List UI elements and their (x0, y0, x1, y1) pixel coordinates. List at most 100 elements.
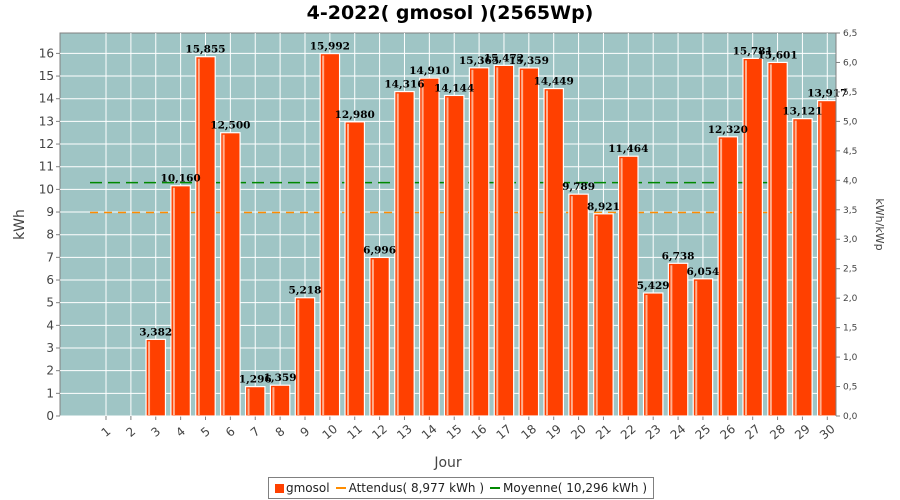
x-tick-label: 11 (344, 422, 365, 443)
bar (244, 386, 266, 417)
bar-value-label: 5,429 (637, 280, 670, 292)
bar (543, 87, 565, 417)
x-tick-label: 21 (593, 422, 614, 443)
y2-tick-label: 5,5 (843, 88, 857, 98)
bar-highlight (148, 341, 151, 416)
y2-tick-label: 4,0 (843, 176, 858, 186)
y-tick-label: 11 (39, 160, 54, 174)
bar-highlight (272, 387, 275, 416)
bar-value-label: 13,917 (807, 88, 847, 100)
bar (493, 64, 515, 417)
x-tick-label: 20 (568, 422, 589, 443)
y2-tick-label: 1,0 (843, 353, 858, 363)
bar-highlight (496, 67, 499, 416)
y-tick-label: 12 (39, 137, 54, 151)
x-tick-label: 9 (298, 424, 313, 440)
bar-highlight (546, 90, 549, 417)
y-tick-label: 2 (46, 364, 54, 378)
x-tick-label: 18 (518, 422, 539, 443)
bar-value-label: 1,359 (264, 372, 297, 384)
bar-value-label: 12,980 (335, 109, 375, 121)
legend-label-attendus: Attendus( 8,977 kWh ) (348, 481, 485, 495)
bar (294, 297, 316, 417)
bar (642, 292, 664, 417)
bar (518, 67, 540, 417)
bar-value-label: 15,855 (185, 44, 225, 56)
x-tick-label: 3 (148, 424, 163, 440)
bar-highlight (322, 55, 325, 416)
bar-value-label: 15,992 (310, 41, 350, 53)
y2-tick-label: 4,5 (843, 147, 857, 157)
y2-tick-label: 0,5 (843, 383, 857, 393)
x-tick-label: 15 (444, 422, 465, 443)
x-tick-label: 23 (643, 422, 664, 443)
bar-value-label: 6,738 (662, 250, 695, 262)
bar (792, 118, 813, 417)
bar (717, 136, 739, 417)
x-tick-label: 8 (273, 424, 288, 440)
x-tick-label: 19 (543, 422, 564, 443)
x-axis-label: Jour (433, 455, 462, 471)
y2-tick-label: 3,5 (843, 206, 857, 216)
x-tick-label: 13 (394, 422, 415, 443)
y-axis-label: kWh (12, 209, 28, 240)
bar-highlight (769, 64, 772, 416)
bar (394, 90, 415, 417)
bar-highlight (197, 58, 200, 416)
legend-swatch-moyenne (490, 487, 501, 489)
bar-highlight (744, 60, 747, 416)
bar-value-label: 12,320 (708, 124, 748, 136)
legend-label-moyenne: Moyenne( 10,296 kWh ) (503, 481, 648, 495)
y-tick-label: 10 (39, 182, 54, 196)
bar (170, 185, 191, 417)
y2-tick-label: 0,0 (843, 412, 858, 422)
bar-value-label: 14,449 (534, 76, 574, 88)
y2-tick-label: 2,5 (843, 265, 857, 275)
bar-highlight (620, 158, 623, 416)
bar-value-label: 14,316 (384, 79, 424, 91)
bar (269, 384, 291, 417)
y-tick-label: 4 (46, 318, 54, 332)
y2-tick-label: 3,0 (843, 235, 858, 245)
bar-highlight (645, 294, 648, 416)
x-tick-label: 2 (123, 424, 138, 440)
bar-highlight (595, 215, 598, 416)
legend-item-moyenne: Moyenne( 10,296 kWh ) (490, 481, 647, 495)
y-tick-label: 1 (46, 386, 54, 400)
bar-value-label: 1,296 (239, 374, 272, 386)
bar-highlight (695, 280, 698, 416)
x-tick-label: 17 (494, 422, 515, 443)
bar-highlight (570, 196, 573, 416)
bar-value-label: 14,910 (409, 65, 449, 77)
bar-value-label: 6,996 (363, 244, 396, 256)
y-tick-label: 9 (46, 205, 54, 219)
bar-value-label: 10,160 (161, 173, 201, 185)
bar-value-label: 14,144 (434, 82, 474, 94)
bar (220, 132, 241, 417)
bar-value-label: 15,359 (509, 55, 549, 67)
x-tick-label: 25 (693, 422, 714, 443)
x-tick-label: 1 (99, 424, 114, 440)
bar-value-label: 15,365 (459, 55, 499, 67)
bar-value-label: 15,781 (733, 45, 773, 57)
x-tick-label: 4 (173, 424, 188, 440)
x-tick-label: 28 (767, 422, 788, 443)
legend: gmosol Attendus( 8,977 kWh ) Moyenne( 10… (268, 477, 655, 499)
bar-value-label: 6,054 (686, 266, 719, 278)
bar (369, 256, 390, 417)
bar-highlight (371, 259, 374, 416)
bar-highlight (172, 187, 175, 416)
bar (319, 52, 341, 417)
bar-highlight (720, 138, 723, 416)
y2-tick-label: 6,0 (843, 58, 858, 68)
y-tick-label: 7 (46, 250, 54, 264)
legend-label-gmosol: gmosol (286, 481, 330, 495)
y-tick-label: 6 (46, 273, 54, 287)
bar-value-label: 11,464 (608, 143, 648, 155)
y-tick-label: 13 (39, 114, 54, 128)
bar (692, 278, 714, 417)
bar-value-label: 8,921 (587, 201, 620, 213)
bar (767, 61, 788, 417)
bar (568, 193, 589, 417)
bar (468, 67, 490, 417)
